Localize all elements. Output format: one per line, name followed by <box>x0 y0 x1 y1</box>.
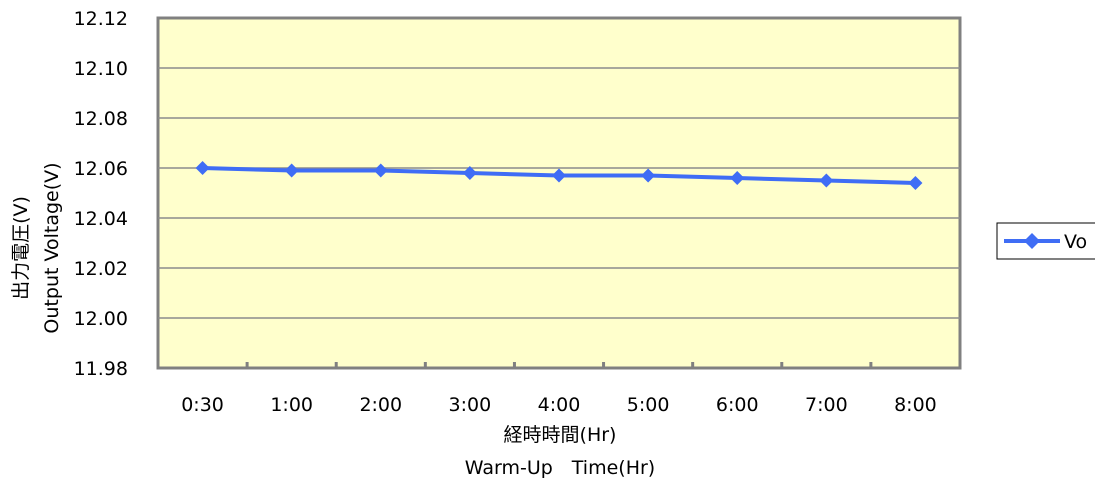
x-tick-label: 2:00 <box>359 394 402 416</box>
data-point <box>462 166 477 180</box>
y-axis-title-en: Output Voltage(V) <box>41 162 63 333</box>
y-tick-label: 12.08 <box>74 108 128 130</box>
data-point <box>552 168 566 183</box>
y-tick-label: 12.04 <box>74 208 128 230</box>
data-point <box>641 168 656 183</box>
plot-area <box>156 16 962 370</box>
data-point <box>373 163 388 178</box>
x-tick-label: 1:00 <box>270 394 313 416</box>
x-tick-label: 0:30 <box>181 394 224 416</box>
y-tick-label: 12.06 <box>74 158 128 180</box>
legend-marker <box>1024 233 1040 249</box>
data-point <box>908 176 923 190</box>
y-tick-label: 12.00 <box>74 308 128 330</box>
x-axis-title-jp: 経時時間(Hr) <box>504 424 617 446</box>
y-tick-label: 12.12 <box>74 8 128 30</box>
x-axis-title-en: Warm-Up Time(Hr) <box>465 457 655 479</box>
y-tick-label: 11.98 <box>74 358 128 380</box>
x-tick-label: 4:00 <box>538 394 581 416</box>
y-tick-label: 12.10 <box>74 58 128 80</box>
x-tick-label: 8:00 <box>894 394 937 416</box>
x-tick-label: 3:00 <box>449 394 492 416</box>
x-tick-marks <box>245 362 873 368</box>
data-point <box>284 163 299 178</box>
legend: Vo <box>996 222 1095 260</box>
data-point <box>730 171 745 185</box>
x-tick-label: 5:00 <box>627 394 670 416</box>
y-tick-labels: 11.98 12.00 12.02 12.04 12.06 12.08 12.10 12.12 <box>74 8 128 380</box>
data-point <box>819 173 834 188</box>
x-tick-label: 6:00 <box>716 394 759 416</box>
data-point <box>195 161 210 175</box>
x-tick-label: 7:00 <box>805 394 848 416</box>
x-tick-labels: 0:30 1:00 2:00 3:00 4:00 5:00 6:00 7:00 8:00 <box>181 394 937 416</box>
y-axis-title-jp: 出力電圧(V) <box>10 196 32 300</box>
y-tick-label: 12.02 <box>74 258 128 280</box>
series-group <box>195 161 923 190</box>
legend-label: Vo <box>1064 231 1087 253</box>
